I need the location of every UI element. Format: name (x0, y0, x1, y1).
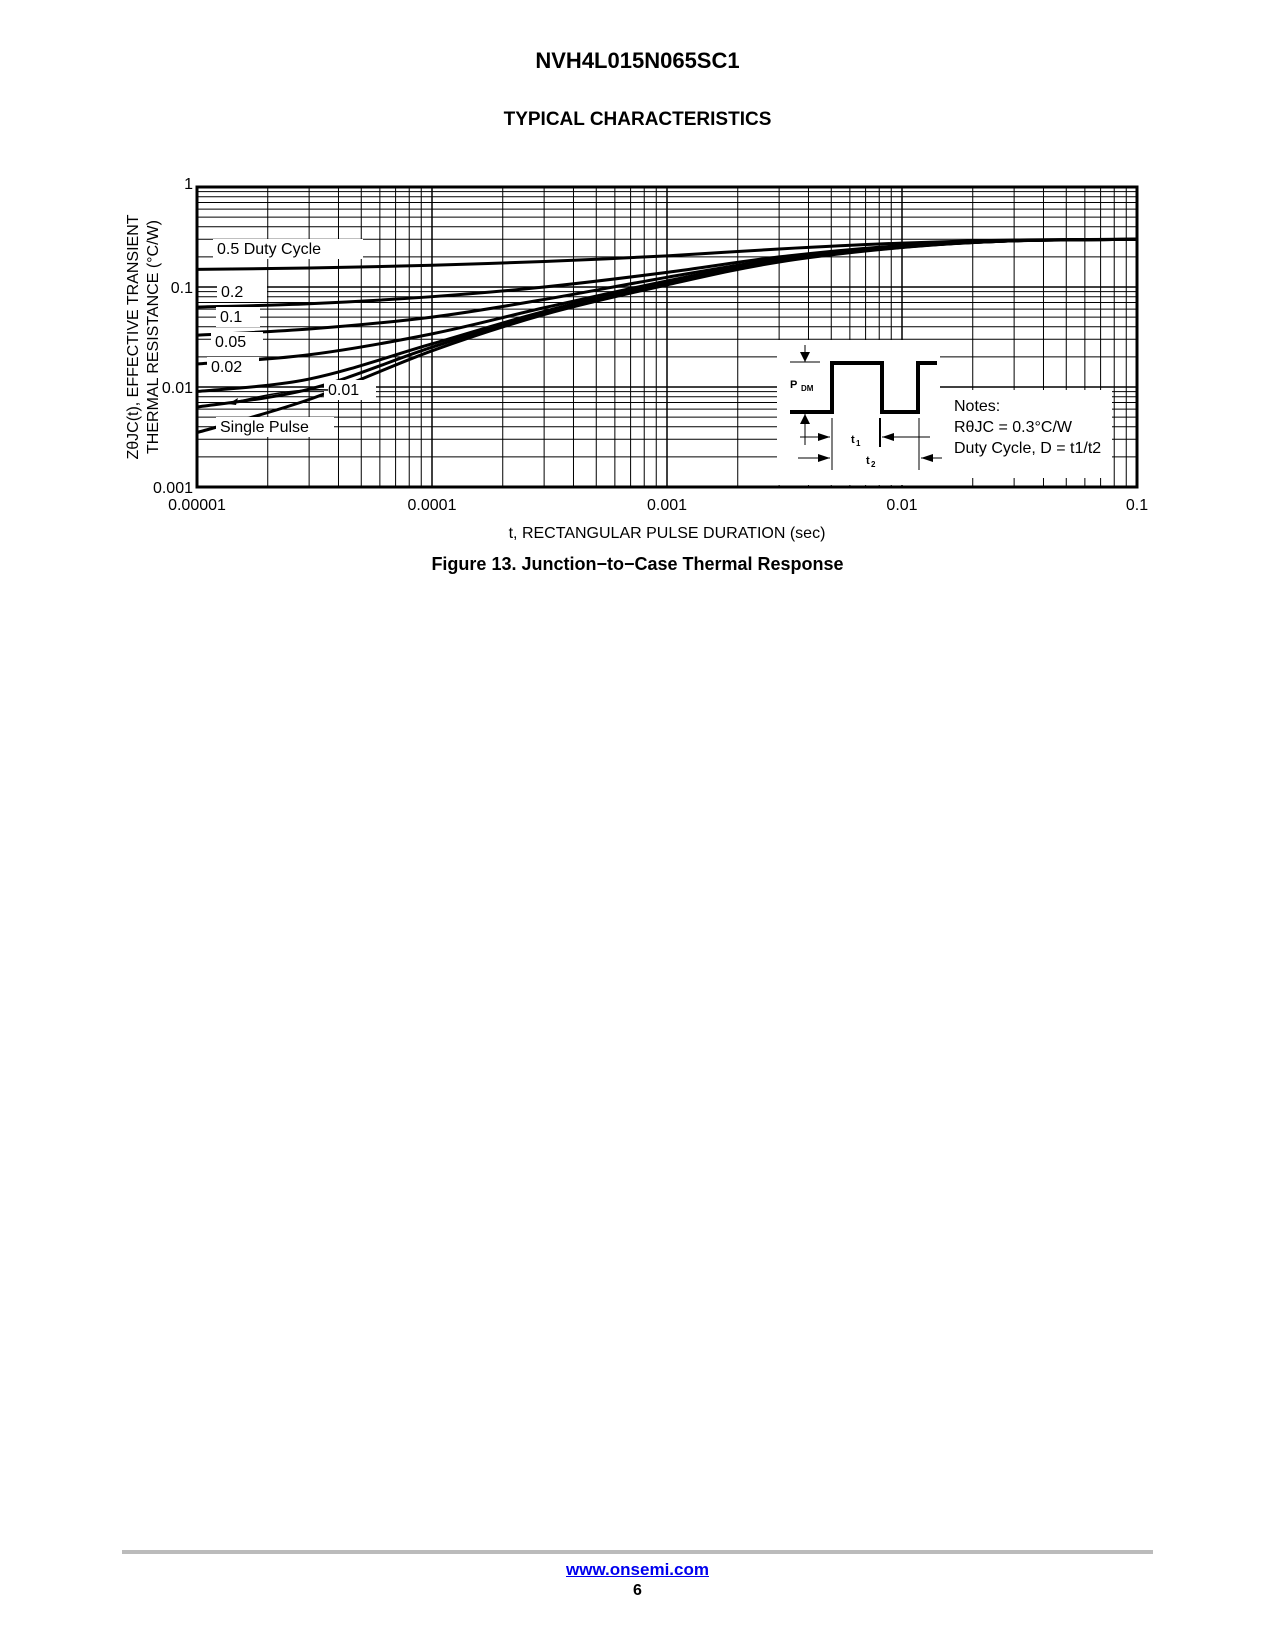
t1-sub: 1 (856, 439, 861, 448)
plot-frame (195, 185, 1139, 489)
pdm-label: P (790, 379, 797, 391)
series-label: 0.05 (215, 334, 246, 351)
x-tick-label: 0.00001 (168, 497, 226, 514)
y-axis-label-line2: THERMAL RESISTANCE (°C/W) (145, 220, 162, 454)
arrow-up-icon (800, 414, 810, 424)
footer-link[interactable]: www.onsemi.com (566, 1560, 709, 1579)
arrow-right-icon (818, 454, 830, 462)
arrow-left-icon (921, 454, 933, 462)
x-axis-label: t, RECTANGULAR PULSE DURATION (sec) (509, 525, 826, 542)
y-tick-label: 1 (184, 176, 193, 193)
curves (196, 237, 1138, 435)
notes-bg (940, 390, 1112, 478)
note-duty-cycle: Duty Cycle, D = t1/t2 (954, 440, 1101, 457)
arrow-left-icon (882, 433, 894, 441)
series-label-bg (324, 380, 376, 400)
series-label-bg (217, 282, 267, 302)
y-axis-label-line1: ZθJC(t), EFFECTIVE TRANSIENT (125, 214, 142, 459)
section-title: TYPICAL CHARACTERISTICS (503, 109, 772, 130)
page-number: 6 (633, 1582, 642, 1599)
series-label-bg (207, 357, 259, 377)
series-label: 0.02 (211, 359, 242, 376)
notes-title: Notes: (954, 398, 1000, 415)
pulse-waveform (790, 361, 937, 414)
t2-sub: 2 (871, 460, 876, 469)
arrow-icon (228, 398, 238, 405)
arrow-down-icon (800, 352, 810, 362)
t1-label: t (851, 434, 855, 446)
figure-caption: Figure 13. Junction−to−Case Thermal Resp… (431, 554, 844, 574)
series-label: 0.01 (328, 382, 359, 399)
label-leader-line (231, 389, 329, 404)
y-tick-label: 0.1 (171, 280, 193, 297)
tick-labels: 0.00001 0.0001 0.001 0.01 0.1 0.001 0.01 0.1 1 (153, 176, 1148, 514)
pdm-sub: DM (801, 384, 814, 393)
note-r-theta-jc: RθJC = 0.3°C/W (954, 419, 1073, 436)
part-number-title: NVH4L015N065SC1 (535, 48, 740, 73)
x-tick-label: 0.01 (886, 497, 917, 514)
series-label-bg (211, 332, 263, 352)
series-label: 0.5 Duty Cycle (217, 241, 321, 258)
y-tick-label: 0.001 (153, 480, 193, 497)
arrow-right-icon (818, 433, 830, 441)
series-label: Single Pulse (220, 419, 309, 436)
x-tick-label: 0.1 (1126, 497, 1148, 514)
t2-label: t (866, 455, 870, 467)
footer-divider (122, 1550, 1153, 1554)
thermal-response-chart: 0.5 Duty Cycle 0.2 0.1 0.05 0.02 0.01 Single P… (125, 176, 1148, 542)
y-tick-label: 0.01 (162, 380, 193, 397)
x-tick-label: 0.0001 (408, 497, 457, 514)
x-tick-label: 0.001 (647, 497, 687, 514)
series-label-bg (213, 239, 363, 259)
series-labels: 0.5 Duty Cycle 0.2 0.1 0.05 0.02 0.01 Single P… (207, 239, 376, 437)
series-label: 0.2 (221, 284, 243, 301)
series-label: 0.1 (220, 309, 242, 326)
series-label-bg (216, 307, 260, 327)
series-label-bg (216, 417, 334, 437)
